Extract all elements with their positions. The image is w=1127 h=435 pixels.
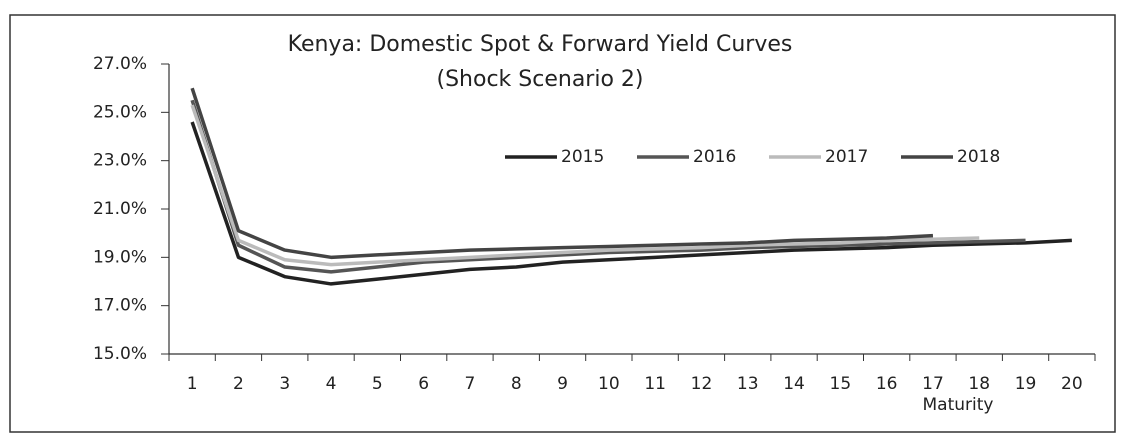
series-line <box>190 87 934 260</box>
x-tick-label: 7 <box>465 374 476 394</box>
x-tick-label: 5 <box>372 374 383 394</box>
x-tick-label: 3 <box>279 374 290 394</box>
x-tick-label: 18 <box>968 374 990 394</box>
y-tick-label: 15.0% <box>93 344 147 364</box>
x-tick-label: 8 <box>511 374 522 394</box>
x-tick-label: 11 <box>644 374 666 394</box>
y-tick-label: 19.0% <box>93 247 147 267</box>
x-tick-label: 13 <box>737 374 759 394</box>
x-tick-label: 16 <box>876 374 898 394</box>
x-tick-label: 15 <box>830 374 852 394</box>
y-tick-label: 27.0% <box>93 54 147 74</box>
x-tick-label: 17 <box>922 374 944 394</box>
chart-title: Kenya: Domestic Spot & Forward Yield Cur… <box>288 32 793 57</box>
x-tick-label: 20 <box>1061 374 1083 394</box>
y-tick-label: 21.0% <box>93 199 147 219</box>
x-tick-label: 19 <box>1015 374 1037 394</box>
x-tick-label: 10 <box>598 374 620 394</box>
x-tick-label: 2 <box>233 374 244 394</box>
legend-label: 2017 <box>825 147 868 167</box>
chart-subtitle: (Shock Scenario 2) <box>437 67 644 92</box>
x-tick-label: 12 <box>691 374 713 394</box>
series-line <box>190 99 1026 274</box>
x-tick-label: 14 <box>783 374 805 394</box>
x-tick-label: 1 <box>187 374 198 394</box>
x-tick-label: 6 <box>418 374 429 394</box>
legend-label: 2015 <box>561 147 604 167</box>
y-tick-label: 17.0% <box>93 296 147 316</box>
chart-frame <box>9 14 1116 433</box>
legend-label: 2016 <box>693 147 736 167</box>
y-tick-label: 23.0% <box>93 151 147 171</box>
y-tick-label: 25.0% <box>93 102 147 122</box>
series-line <box>190 121 1072 286</box>
x-axis-label: Maturity <box>923 395 994 415</box>
x-tick-label: 9 <box>557 374 568 394</box>
legend-label: 2018 <box>957 147 1000 167</box>
series-line <box>190 104 980 267</box>
x-tick-label: 4 <box>326 374 337 394</box>
